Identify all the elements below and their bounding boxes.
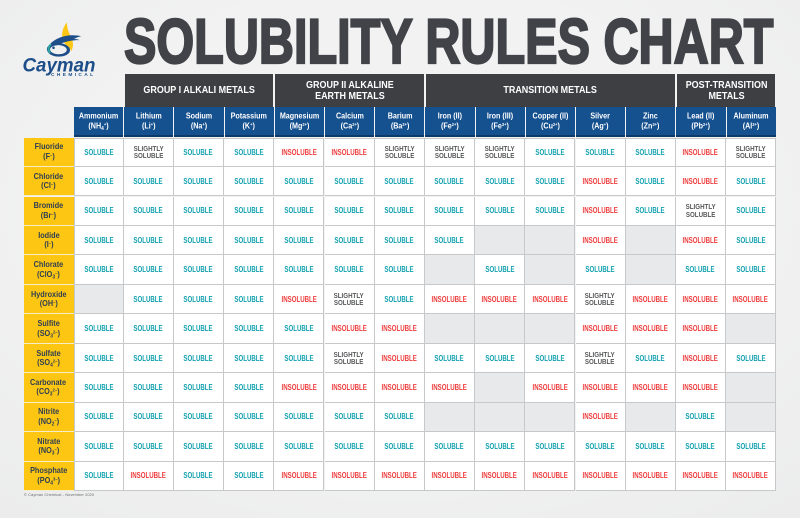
- svg-text:CHEMICAL: CHEMICAL: [51, 72, 95, 78]
- svg-text:Cayman: Cayman: [23, 55, 96, 77]
